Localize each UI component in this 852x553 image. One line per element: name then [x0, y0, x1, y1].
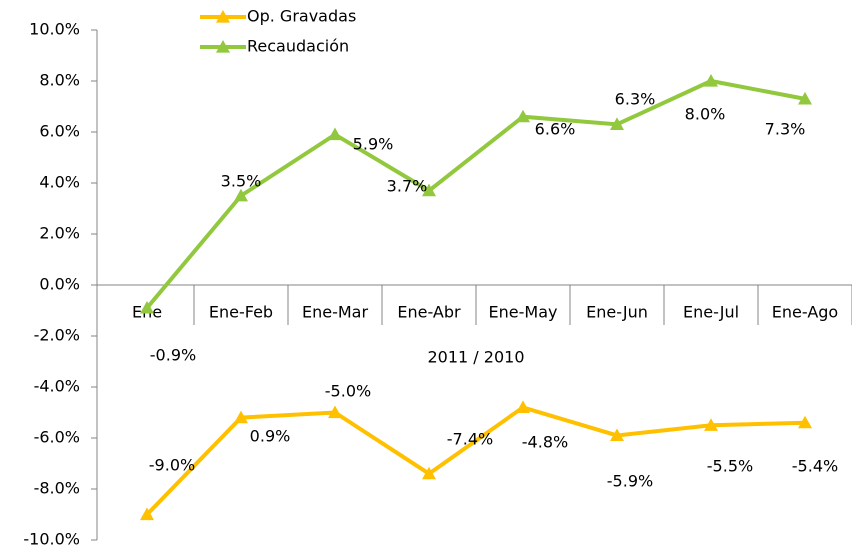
legend-label: Recaudación — [247, 37, 349, 56]
annotation: 0.9% — [250, 427, 291, 446]
data-label: 5.9% — [353, 135, 394, 154]
x-tick-label: Ene-Abr — [397, 303, 461, 322]
data-label: -5.4% — [792, 457, 838, 476]
data-label: -5.0% — [325, 382, 371, 401]
data-label: 6.6% — [535, 120, 576, 139]
point-marker — [704, 74, 718, 87]
data-label: 7.3% — [765, 120, 806, 139]
y-tick-label: -4.0% — [34, 377, 80, 396]
series-line — [145, 405, 806, 516]
y-tick-label: 2.0% — [39, 224, 80, 243]
data-label: 6.3% — [615, 90, 656, 109]
point-marker — [234, 410, 248, 424]
point-marker — [422, 183, 436, 197]
data-label: -5.9% — [607, 472, 653, 491]
x-axis-label: 2011 / 2010 — [428, 348, 525, 367]
point-marker — [798, 415, 812, 429]
point-marker — [516, 400, 530, 413]
y-tick-label: 6.0% — [39, 122, 80, 141]
x-tick-label: Ene-Jul — [683, 303, 739, 322]
series-line — [145, 78, 806, 310]
x-tick-label: Ene-Feb — [209, 303, 273, 322]
x-tick-label: Ene-Mar — [302, 303, 368, 322]
y-tick-label: 4.0% — [39, 173, 80, 192]
y-tick-label: -2.0% — [34, 326, 80, 345]
legend-label: Op. Gravadas — [247, 7, 356, 26]
point-marker — [328, 127, 342, 141]
legend-marker — [216, 10, 230, 23]
point-marker — [610, 428, 624, 442]
y-tick-label: -10.0% — [23, 530, 80, 549]
point-marker — [610, 117, 624, 130]
point-marker — [140, 300, 154, 314]
y-tick-label: 0.0% — [39, 275, 80, 294]
point-marker — [234, 188, 248, 202]
point-marker — [422, 466, 436, 480]
legend-marker — [216, 40, 230, 53]
data-label: -0.9% — [150, 346, 196, 365]
data-label: 8.0% — [685, 105, 726, 124]
point-marker — [798, 91, 812, 105]
data-label: -7.4% — [447, 430, 493, 449]
y-tick-label: 10.0% — [29, 20, 80, 39]
point-marker — [328, 405, 342, 419]
data-label: 3.5% — [221, 172, 262, 191]
x-tick-label: Ene-May — [489, 303, 558, 322]
data-label: -9.0% — [149, 456, 195, 475]
y-tick-label: 8.0% — [39, 71, 80, 90]
point-marker — [516, 109, 530, 123]
x-tick-label: Ene-Ago — [772, 303, 838, 322]
data-label: 3.7% — [387, 177, 428, 196]
point-marker — [140, 507, 154, 521]
data-label: -5.5% — [707, 457, 753, 476]
x-tick-label: Ene-Jun — [586, 303, 648, 322]
data-label: -4.8% — [522, 433, 568, 452]
point-marker — [704, 418, 718, 431]
y-tick-label: -8.0% — [34, 479, 80, 498]
y-tick-label: -6.0% — [34, 428, 80, 447]
